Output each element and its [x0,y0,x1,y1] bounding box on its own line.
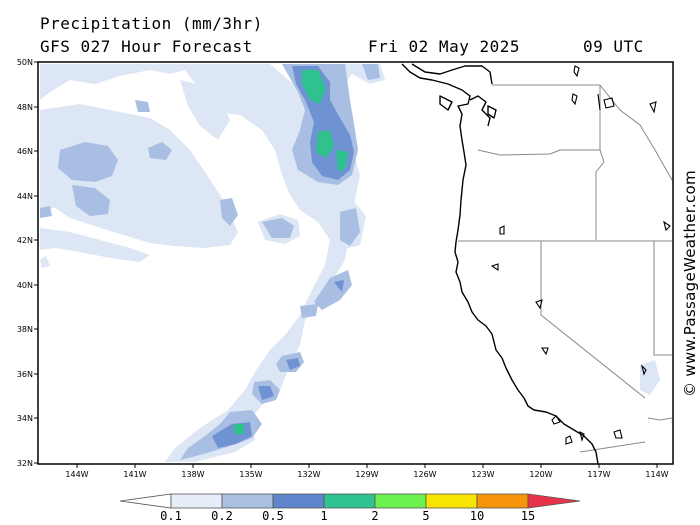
chart-title: Precipitation (mm/3hr) [40,14,263,33]
legend-label: 10 [469,509,485,523]
lon-label: 132W [297,470,320,479]
legend-swatch [170,493,223,509]
legend-label: 1 [320,509,328,523]
legend-label: 15 [520,509,536,523]
lon-label: 114W [645,470,668,479]
lat-label: 40N [17,281,33,290]
lon-label: 141W [123,470,146,479]
legend-swatch [374,493,427,509]
legend-label: 2 [371,509,379,523]
lon-label: 120W [529,470,552,479]
forecast-time: 09 UTC [583,37,644,56]
lat-label: 34N [17,414,33,423]
lat-label: 44N [17,192,33,201]
legend-swatch [272,493,325,509]
map-frame [37,61,674,465]
legend-swatch [476,493,529,509]
lon-label: 126W [413,470,436,479]
lat-label: 48N [17,103,33,112]
lakes-islands [490,65,671,445]
legend-swatch [425,493,478,509]
lon-label: 129W [355,470,378,479]
lat-label: 50N [17,58,33,67]
legend-label: 5 [422,509,430,523]
lat-label: 46N [17,147,33,156]
lat-label: 42N [17,236,33,245]
lat-label: 32N [17,459,33,468]
legend-label: 0.1 [160,509,182,523]
lon-label: 135W [239,470,262,479]
legend-swatch [527,493,581,509]
forecast-model: GFS 027 Hour Forecast [40,37,253,56]
lon-label: 123W [471,470,494,479]
legend-swatch [323,493,376,509]
lat-label: 36N [17,370,33,379]
forecast-date: Fri 02 May 2025 [368,37,520,56]
lon-label: 144W [65,470,88,479]
lon-label: 138W [181,470,204,479]
lat-label: 38N [17,325,33,334]
legend-swatch [119,493,172,509]
coastline [401,63,599,465]
legend-bar [119,493,581,509]
lon-label: 117W [587,470,610,479]
precip-very-heavy-areas [234,70,348,434]
legend-label: 0.5 [262,509,284,523]
legend-label: 0.2 [211,509,233,523]
legend-swatch [221,493,274,509]
website-credit: © www.PassageWeather.com [681,170,699,397]
latitude-axis: 50N 48N 46N 44N 42N 40N 38N 36N 34N 32N [17,58,38,468]
longitude-axis: 144W 141W 138W 135W 132W 129W 126W 123W … [65,464,669,479]
